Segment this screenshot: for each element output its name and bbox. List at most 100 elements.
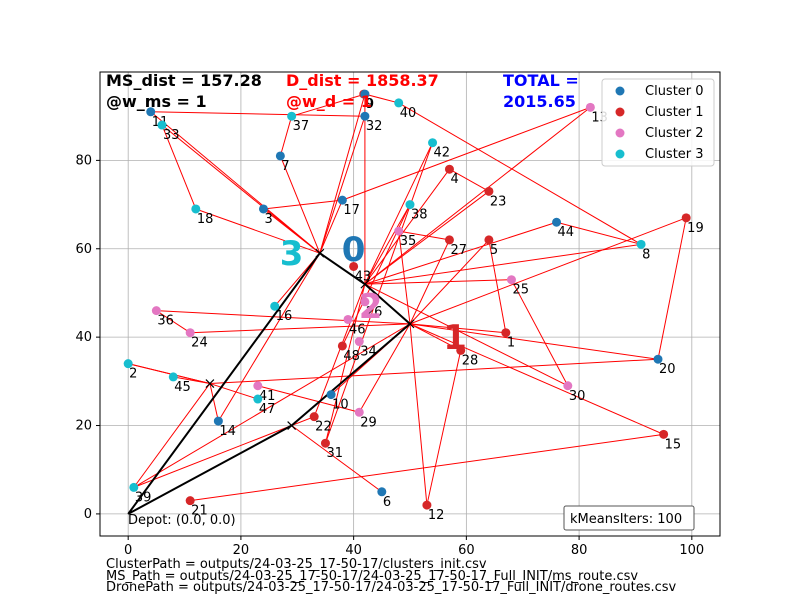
drone-route-segment <box>364 204 411 285</box>
drone-route-segment <box>161 124 321 254</box>
ms-route <box>127 251 412 515</box>
legend-label-cluster2: Cluster 2 <box>645 126 704 141</box>
drone-route-segment <box>128 363 211 385</box>
data-point <box>185 496 195 506</box>
ms-stops <box>205 248 415 430</box>
data-point <box>168 372 178 382</box>
data-point <box>394 98 404 108</box>
cluster-center-label: 3 <box>280 234 304 274</box>
point-label: 47 <box>259 402 276 417</box>
d-dist-text: D_dist = 1858.37 <box>286 71 439 90</box>
legend-label-cluster0: Cluster 0 <box>645 84 704 99</box>
ms-stop-marker <box>315 248 325 258</box>
data-point <box>253 394 263 404</box>
drone-route-segment <box>263 208 321 254</box>
data-point <box>275 151 285 161</box>
data-point <box>506 275 516 285</box>
drone-route-segment <box>342 106 591 201</box>
drone-route-segment <box>209 383 219 422</box>
legend-box <box>601 78 715 167</box>
data-point <box>484 235 494 245</box>
point-label: 33 <box>163 128 180 143</box>
data-point <box>636 239 646 249</box>
data-point <box>444 235 454 245</box>
point-label: 3 <box>264 212 272 227</box>
drone-route-segment <box>409 323 659 360</box>
legend-label-cluster3: Cluster 3 <box>645 147 704 162</box>
data-point <box>360 297 370 307</box>
kmeans-label: kMeansIters: 100 <box>570 512 682 527</box>
data-point <box>213 416 223 426</box>
point-label: 20 <box>659 362 676 377</box>
point-label: 1 <box>507 336 515 351</box>
drone-route-segment <box>195 208 320 254</box>
drone-route-segment <box>156 310 191 334</box>
cluster-center-label: 1 <box>443 318 467 358</box>
legend-marker-cluster1 <box>615 107 625 117</box>
drone-route-segment <box>324 142 434 444</box>
drone-route-segment <box>319 116 366 254</box>
point-label: 17 <box>343 203 360 218</box>
data-point <box>337 195 347 205</box>
point-label: 25 <box>512 283 529 298</box>
data-point <box>681 213 691 223</box>
ms-stop-marker <box>205 379 215 388</box>
point-label: 2 <box>129 367 137 382</box>
data-point <box>258 204 268 214</box>
y-tick-label: 40 <box>75 330 92 345</box>
data-point <box>309 412 319 422</box>
point-label: 34 <box>360 345 377 360</box>
point-label: 28 <box>462 353 479 368</box>
drone-route-segment <box>364 93 399 104</box>
data-point <box>191 204 201 214</box>
point-label: 36 <box>157 314 174 329</box>
point-label: 14 <box>219 424 236 439</box>
point-label: 10 <box>332 398 349 413</box>
data-point <box>320 438 330 448</box>
data-point <box>659 429 669 439</box>
point-label: 27 <box>450 243 467 258</box>
drone-route-segment <box>263 199 343 210</box>
x-tick-label: 100 <box>679 543 704 558</box>
data-point <box>157 120 167 130</box>
drone-route-segment <box>409 323 428 506</box>
data-point <box>354 337 364 347</box>
drone-route-segment <box>257 385 360 413</box>
data-point <box>501 328 511 338</box>
data-point <box>253 381 263 391</box>
point-label: 21 <box>191 504 208 519</box>
drone-route-segment <box>291 425 383 493</box>
y-tick-label: 80 <box>75 153 92 168</box>
drone-route-segment <box>190 433 664 502</box>
data-point <box>287 111 297 121</box>
drone-route-segment <box>398 231 411 324</box>
data-point <box>354 407 364 417</box>
drone-route-segment <box>488 239 507 333</box>
drone-route-segment <box>319 199 343 254</box>
point-label: 4 <box>450 172 458 187</box>
point-label: 32 <box>366 119 383 134</box>
drone-route-segment <box>161 124 197 210</box>
data-point <box>422 500 432 510</box>
point-label: 18 <box>197 212 214 227</box>
legend-marker-cluster0 <box>615 86 625 96</box>
point-label: 39 <box>135 490 152 505</box>
x-tick-label: 60 <box>458 543 475 558</box>
depot-label: Depot: (0.0, 0.0) <box>128 513 236 528</box>
legend-label-cluster1: Cluster 1 <box>645 105 704 120</box>
drone-route-segment <box>319 93 366 254</box>
data-point <box>552 217 562 227</box>
drone-route-segment <box>133 425 292 488</box>
point-label: 19 <box>687 221 704 236</box>
drone-route-segment <box>364 279 512 285</box>
drone-route-segment <box>409 323 506 334</box>
drone-route-segment <box>409 217 687 325</box>
point-label: 0 <box>365 97 373 112</box>
point-label: 8 <box>642 247 650 262</box>
drone-route-segment <box>217 252 321 422</box>
drone-route-segment <box>279 116 293 157</box>
cluster-center-label: 0 <box>342 230 366 270</box>
point-label: 45 <box>174 380 191 395</box>
drone-route-segment <box>409 323 461 351</box>
drone-route-segment <box>133 323 411 488</box>
